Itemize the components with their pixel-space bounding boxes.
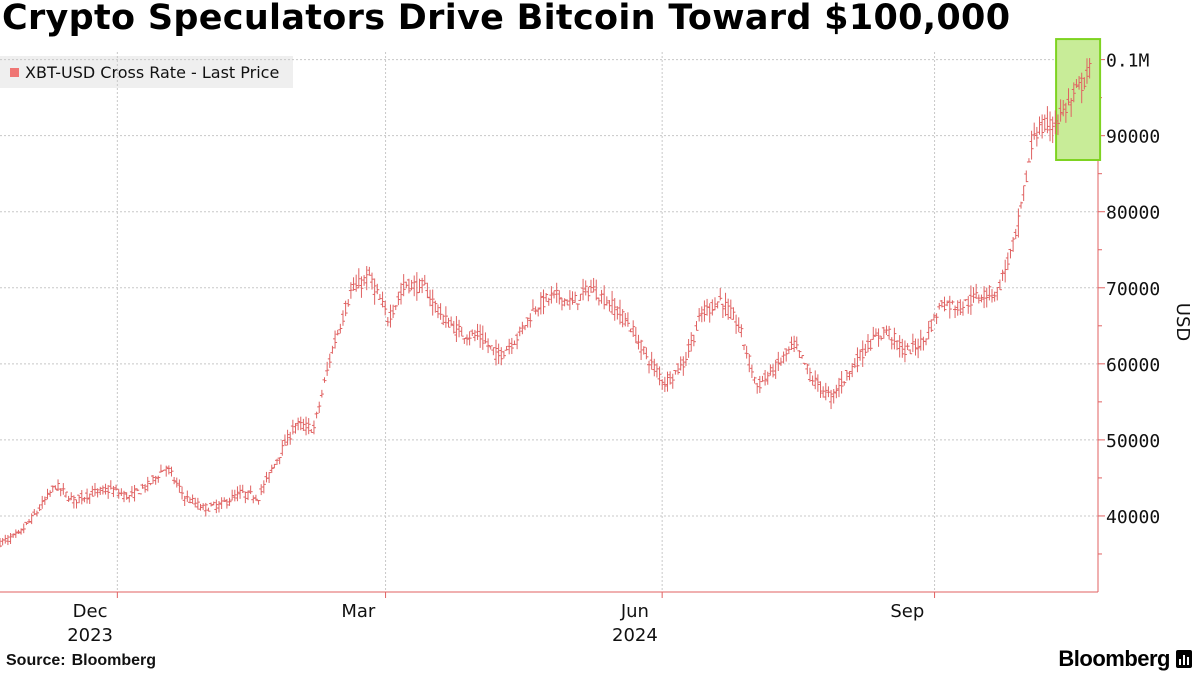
chart-title: Crypto Speculators Drive Bitcoin Toward … [2, 0, 1011, 38]
x-tick-label: Jun [620, 601, 649, 622]
y-tick-label: 40000 [1106, 507, 1160, 528]
source-note: Source: Bloomberg [6, 652, 156, 670]
x-tick-sublabel: 2024 [612, 625, 658, 646]
brand: Bloomberg [1058, 646, 1192, 672]
legend-swatch [10, 67, 19, 77]
x-tick-label: Mar [341, 601, 376, 622]
source-label: Source: [6, 652, 66, 669]
x-tick-label: Sep [890, 601, 924, 622]
x-tick-sublabel: 2023 [67, 625, 113, 646]
legend: XBT-USD Cross Rate - Last Price [0, 56, 294, 88]
y-tick-label: 60000 [1106, 355, 1160, 376]
highlight-box [1055, 38, 1102, 162]
y-tick-label: 90000 [1106, 127, 1160, 148]
bloomberg-bars-icon [1176, 650, 1192, 668]
x-tick-label: Dec [73, 601, 108, 622]
y-tick-label: 70000 [1106, 279, 1160, 300]
y-tick-label: 80000 [1106, 203, 1160, 224]
y-tick-label: 0.1M [1106, 51, 1150, 72]
brand-name: Bloomberg [1058, 646, 1170, 671]
y-tick-label: 50000 [1106, 431, 1160, 452]
legend-label: XBT-USD Cross Rate - Last Price [25, 62, 280, 82]
y-axis-title: USD [1172, 303, 1193, 341]
source-value: Bloomberg [71, 652, 157, 669]
